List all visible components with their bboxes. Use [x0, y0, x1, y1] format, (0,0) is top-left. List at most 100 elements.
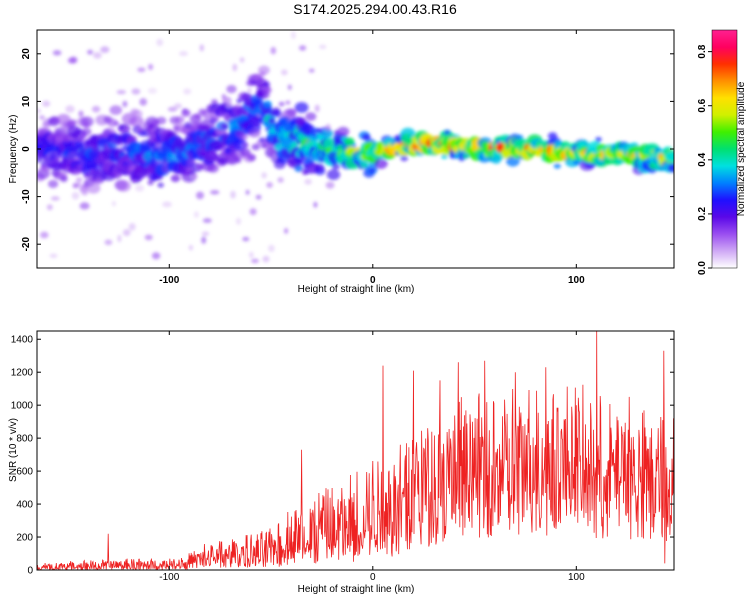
snr-frame: [36, 330, 675, 571]
heatmap-cell: [107, 142, 117, 150]
heatmap-cell: [104, 239, 113, 246]
heatmap-cell: [68, 119, 77, 126]
heatmap-cell: [86, 182, 101, 194]
heatmap-cell: [210, 190, 220, 195]
heatmap-cell: [285, 100, 291, 105]
heatmap-cell: [40, 231, 49, 239]
heatmap-cell: [258, 65, 270, 75]
heatmap-cell: [95, 177, 102, 183]
spectrogram-ylabel: Frequency (Hz): [8, 115, 19, 184]
heatmap-cell: [132, 109, 143, 118]
heatmap-cell: [79, 202, 90, 210]
spectrogram-ytick-label: -20: [21, 237, 32, 252]
heatmap-cell: [294, 164, 304, 173]
heatmap-cell: [116, 180, 131, 192]
heatmap-cell: [65, 105, 75, 113]
heatmap-cell: [129, 115, 144, 128]
heatmap-cell: [91, 105, 101, 113]
heatmap-cell: [331, 163, 341, 170]
heatmap-cell: [232, 139, 248, 151]
heatmap-cell: [137, 67, 146, 73]
snr-ytick-label: 1400: [11, 335, 34, 346]
heatmap-cell: [46, 204, 53, 211]
snr-xtick-label: 0: [370, 572, 376, 583]
heatmap-cell: [207, 163, 219, 173]
heatmap-cell: [305, 112, 317, 121]
heatmap-cell: [167, 106, 178, 112]
heatmap-cell: [242, 142, 250, 148]
heatmap-cell: [248, 251, 254, 259]
heatmap-cell: [188, 244, 193, 251]
heatmap-cell: [326, 169, 341, 180]
heatmap-cell: [263, 81, 271, 87]
heatmap-cell: [75, 177, 83, 183]
heatmap-cell: [321, 129, 333, 139]
heatmap-cell: [111, 201, 116, 207]
heatmap-cell: [255, 194, 262, 200]
snr-ytick-label: 1000: [11, 401, 34, 412]
snr-xtick-label: 100: [568, 572, 585, 583]
snr-xlabel: Height of straight line (km): [298, 584, 415, 595]
heatmap-cell: [667, 163, 674, 173]
heatmap-cell: [82, 122, 90, 129]
heatmap-cell: [249, 208, 257, 216]
heatmap-cell: [151, 252, 161, 260]
heatmap-cell: [55, 156, 61, 162]
heatmap-cell: [325, 181, 335, 189]
heatmap-cell: [122, 100, 128, 108]
heatmap-cell: [81, 190, 89, 196]
heatmap-cell: [287, 84, 292, 91]
heatmap-cell: [144, 234, 153, 241]
heatmap-cell: [230, 190, 236, 199]
heatmap-cell: [122, 229, 131, 237]
heatmap-cell: [319, 44, 327, 50]
spectrogram-ytick-label: 0: [21, 146, 32, 152]
heatmap-cell: [78, 110, 84, 118]
heatmap-cell: [128, 223, 136, 231]
heatmap-cell: [71, 192, 80, 200]
heatmap-cell: [441, 153, 448, 159]
heatmap-cell: [268, 118, 276, 124]
heatmap-cell: [201, 236, 207, 244]
heatmap-cell: [294, 102, 309, 113]
heatmap-cell: [278, 101, 285, 107]
heatmap-cell: [139, 98, 147, 106]
heatmap-cell: [196, 191, 204, 200]
heatmap-cell: [270, 46, 277, 55]
heatmap-cell: [117, 234, 122, 243]
heatmap-cell: [369, 168, 375, 173]
heatmap-cell: [262, 86, 272, 95]
heatmap-cell: [374, 158, 388, 169]
heatmap-cell: [162, 201, 172, 208]
colorbar-ticks: 0.0 0.2 0.4 0.6 0.8: [697, 44, 712, 275]
heatmap-cell: [49, 253, 58, 258]
snr-ytick-label: 0: [27, 566, 33, 577]
heatmap-cell: [191, 173, 198, 180]
heatmap-cell: [400, 155, 409, 162]
heatmap-cell: [301, 123, 313, 133]
heatmap-cell: [664, 150, 674, 162]
heatmap-cell: [42, 100, 51, 107]
heatmap-cell: [308, 68, 315, 73]
heatmap-cell: [193, 113, 202, 120]
heatmap-cell: [291, 31, 296, 40]
heatmap-cell: [147, 180, 154, 186]
snr-ytick-label: 200: [16, 533, 33, 544]
heatmap-cell: [148, 63, 154, 71]
heatmap-cell: [304, 178, 312, 185]
heatmap-cell: [290, 142, 298, 148]
heatmap-cell: [50, 196, 60, 201]
heatmap-cell: [173, 103, 183, 109]
heatmap-cell: [109, 105, 123, 115]
heatmap-cell: [87, 49, 94, 55]
heatmap-cell: [247, 154, 256, 162]
heatmap-cell: [344, 137, 355, 146]
heatmap-cell: [313, 201, 318, 208]
heatmap-cell: [210, 114, 220, 122]
snr-ytick-label: 800: [16, 434, 33, 445]
heatmap-cell: [199, 44, 204, 52]
heatmap-cell: [82, 128, 92, 136]
